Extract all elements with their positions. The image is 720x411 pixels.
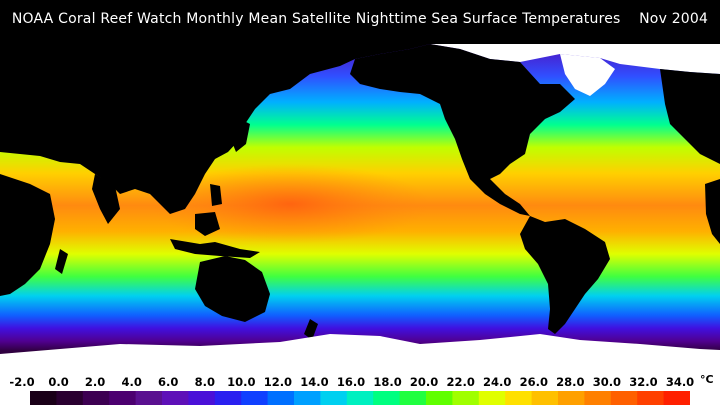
colorbar-tick-label: 6.0: [158, 375, 179, 389]
colorbar-labels: -2.0 0.0 2.0 4.0 6.0 8.0 10.0 12.0 14.0 16.0 18.0 2…: [0, 375, 720, 391]
india: [92, 174, 120, 224]
colorbar-tick-label: 16.0: [336, 375, 366, 389]
colorbar-swatch: [135, 391, 163, 405]
indonesia: [170, 239, 260, 258]
sst-map: [0, 44, 720, 367]
colorbar-swatch: [584, 391, 612, 405]
colorbar-swatch: [399, 391, 427, 405]
colorbar-swatch: [56, 391, 84, 405]
colorbar-swatch: [188, 391, 216, 405]
philippines: [210, 184, 222, 206]
greenland: [560, 54, 615, 96]
new-zealand: [304, 319, 318, 340]
title-bar: NOAA Coral Reef Watch Monthly Mean Satel…: [0, 0, 720, 44]
africa-west: [0, 174, 55, 296]
colorbar-tick-label: 28.0: [556, 375, 585, 389]
colorbar-swatch: [478, 391, 506, 405]
colorbar-swatch: [162, 391, 189, 405]
colorbar-swatch: [30, 391, 57, 405]
colorbar-swatch: [82, 391, 110, 405]
south-america: [520, 216, 610, 334]
map-title: NOAA Coral Reef Watch Monthly Mean Satel…: [11, 11, 709, 27]
colorbar-tick-label: 14.0: [300, 375, 329, 389]
colorbar: [30, 391, 690, 405]
colorbar-tick-label: 8.0: [194, 375, 215, 389]
colorbar-swatch: [267, 391, 295, 405]
colorbar-swatch: [531, 391, 559, 405]
colorbar-tick-label: 34.0: [665, 375, 695, 389]
asia: [0, 44, 430, 214]
colorbar-swatch: [109, 391, 137, 405]
colorbar-tick-label: 24.0: [483, 375, 512, 389]
colorbar-swatch: [241, 391, 269, 405]
europe: [660, 69, 720, 164]
colorbar-swatch: [346, 391, 374, 405]
africa-east: [705, 179, 720, 244]
colorbar-swatch: [320, 391, 348, 405]
colorbar-swatch: [637, 391, 665, 405]
colorbar-tick-label: -2.0: [9, 375, 35, 389]
colorbar-swatch: [610, 391, 638, 405]
colorbar-tick-label: 12.0: [263, 375, 293, 389]
colorbar-swatch: [505, 391, 533, 405]
colorbar-swatch: [214, 391, 242, 405]
colorbar-swatch: [426, 391, 453, 405]
colorbar-swatch: [452, 391, 480, 405]
antarctic-ice: [0, 334, 720, 367]
borneo: [195, 212, 220, 236]
colorbar-tick-label: 20.0: [409, 375, 439, 389]
japan: [232, 119, 250, 152]
colorbar-tick-label: 26.0: [519, 375, 548, 389]
colorbar-tick-label: 30.0: [592, 375, 622, 389]
colorbar-swatch: [663, 391, 690, 405]
australia: [195, 256, 270, 322]
colorbar-swatch: [373, 391, 401, 405]
colorbar-tick-label: 2.0: [84, 375, 106, 389]
north-america: [350, 44, 575, 216]
colorbar-tick-label: 10.0: [227, 375, 256, 389]
colorbar-tick-label: 4.0: [121, 375, 142, 389]
colorbar-swatch: [294, 391, 321, 405]
colorbar-tick-label: 18.0: [373, 375, 402, 389]
temperature-unit: °C: [700, 373, 714, 386]
arctic-ice: [0, 44, 720, 74]
warm-pool: [150, 164, 430, 244]
madagascar: [55, 249, 68, 274]
colorbar-tick-label: 0.0: [48, 375, 69, 389]
colorbar-tick-label: 32.0: [629, 375, 658, 389]
colorbar-tick-label: 22.0: [446, 375, 475, 389]
colorbar-swatch: [558, 391, 585, 405]
